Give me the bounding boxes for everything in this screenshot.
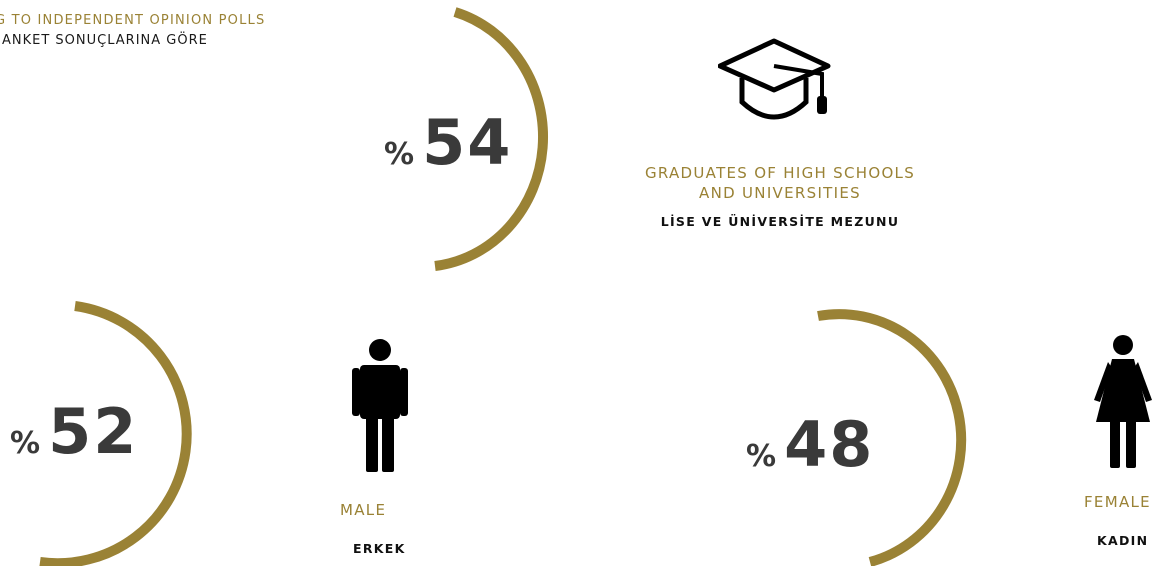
graduates-label-en-line1: GRADUATES OF HIGH SCHOOLS bbox=[644, 164, 916, 182]
stat-graduates: % 54 bbox=[384, 106, 512, 179]
arc-female bbox=[817, 309, 967, 566]
female-label-tr: KADIN bbox=[1097, 533, 1149, 548]
male-person-icon bbox=[352, 339, 408, 472]
female-person-icon bbox=[1094, 335, 1152, 468]
graduation-cap-icon bbox=[718, 38, 831, 120]
female-label-en: FEMALE bbox=[1084, 493, 1151, 511]
stat-value: 54 bbox=[422, 106, 513, 179]
arc-graduates bbox=[434, 7, 549, 271]
graduates-label-en-line2: AND UNIVERSITIES bbox=[699, 184, 861, 202]
percent-sign: % bbox=[384, 137, 415, 172]
stat-male: % 52 bbox=[10, 395, 138, 468]
arc-male bbox=[39, 301, 192, 566]
stat-female: % 48 bbox=[746, 408, 874, 481]
male-label-tr: ERKEK bbox=[353, 541, 406, 556]
percent-sign: % bbox=[10, 426, 41, 461]
stat-value: 52 bbox=[48, 395, 139, 468]
stat-value: 48 bbox=[784, 408, 875, 481]
header-english: G TO INDEPENDENT OPINION POLLS bbox=[0, 13, 266, 28]
male-label-en: MALE bbox=[340, 501, 387, 519]
percent-sign: % bbox=[746, 439, 777, 474]
header-turkish: ANKET SONUÇLARINA GÖRE bbox=[2, 33, 208, 48]
graduates-label-en: GRADUATES OF HIGH SCHOOLS AND UNIVERSITI… bbox=[620, 163, 940, 203]
graduates-label-tr: LİSE VE ÜNİVERSİTE MEZUNU bbox=[660, 214, 900, 229]
